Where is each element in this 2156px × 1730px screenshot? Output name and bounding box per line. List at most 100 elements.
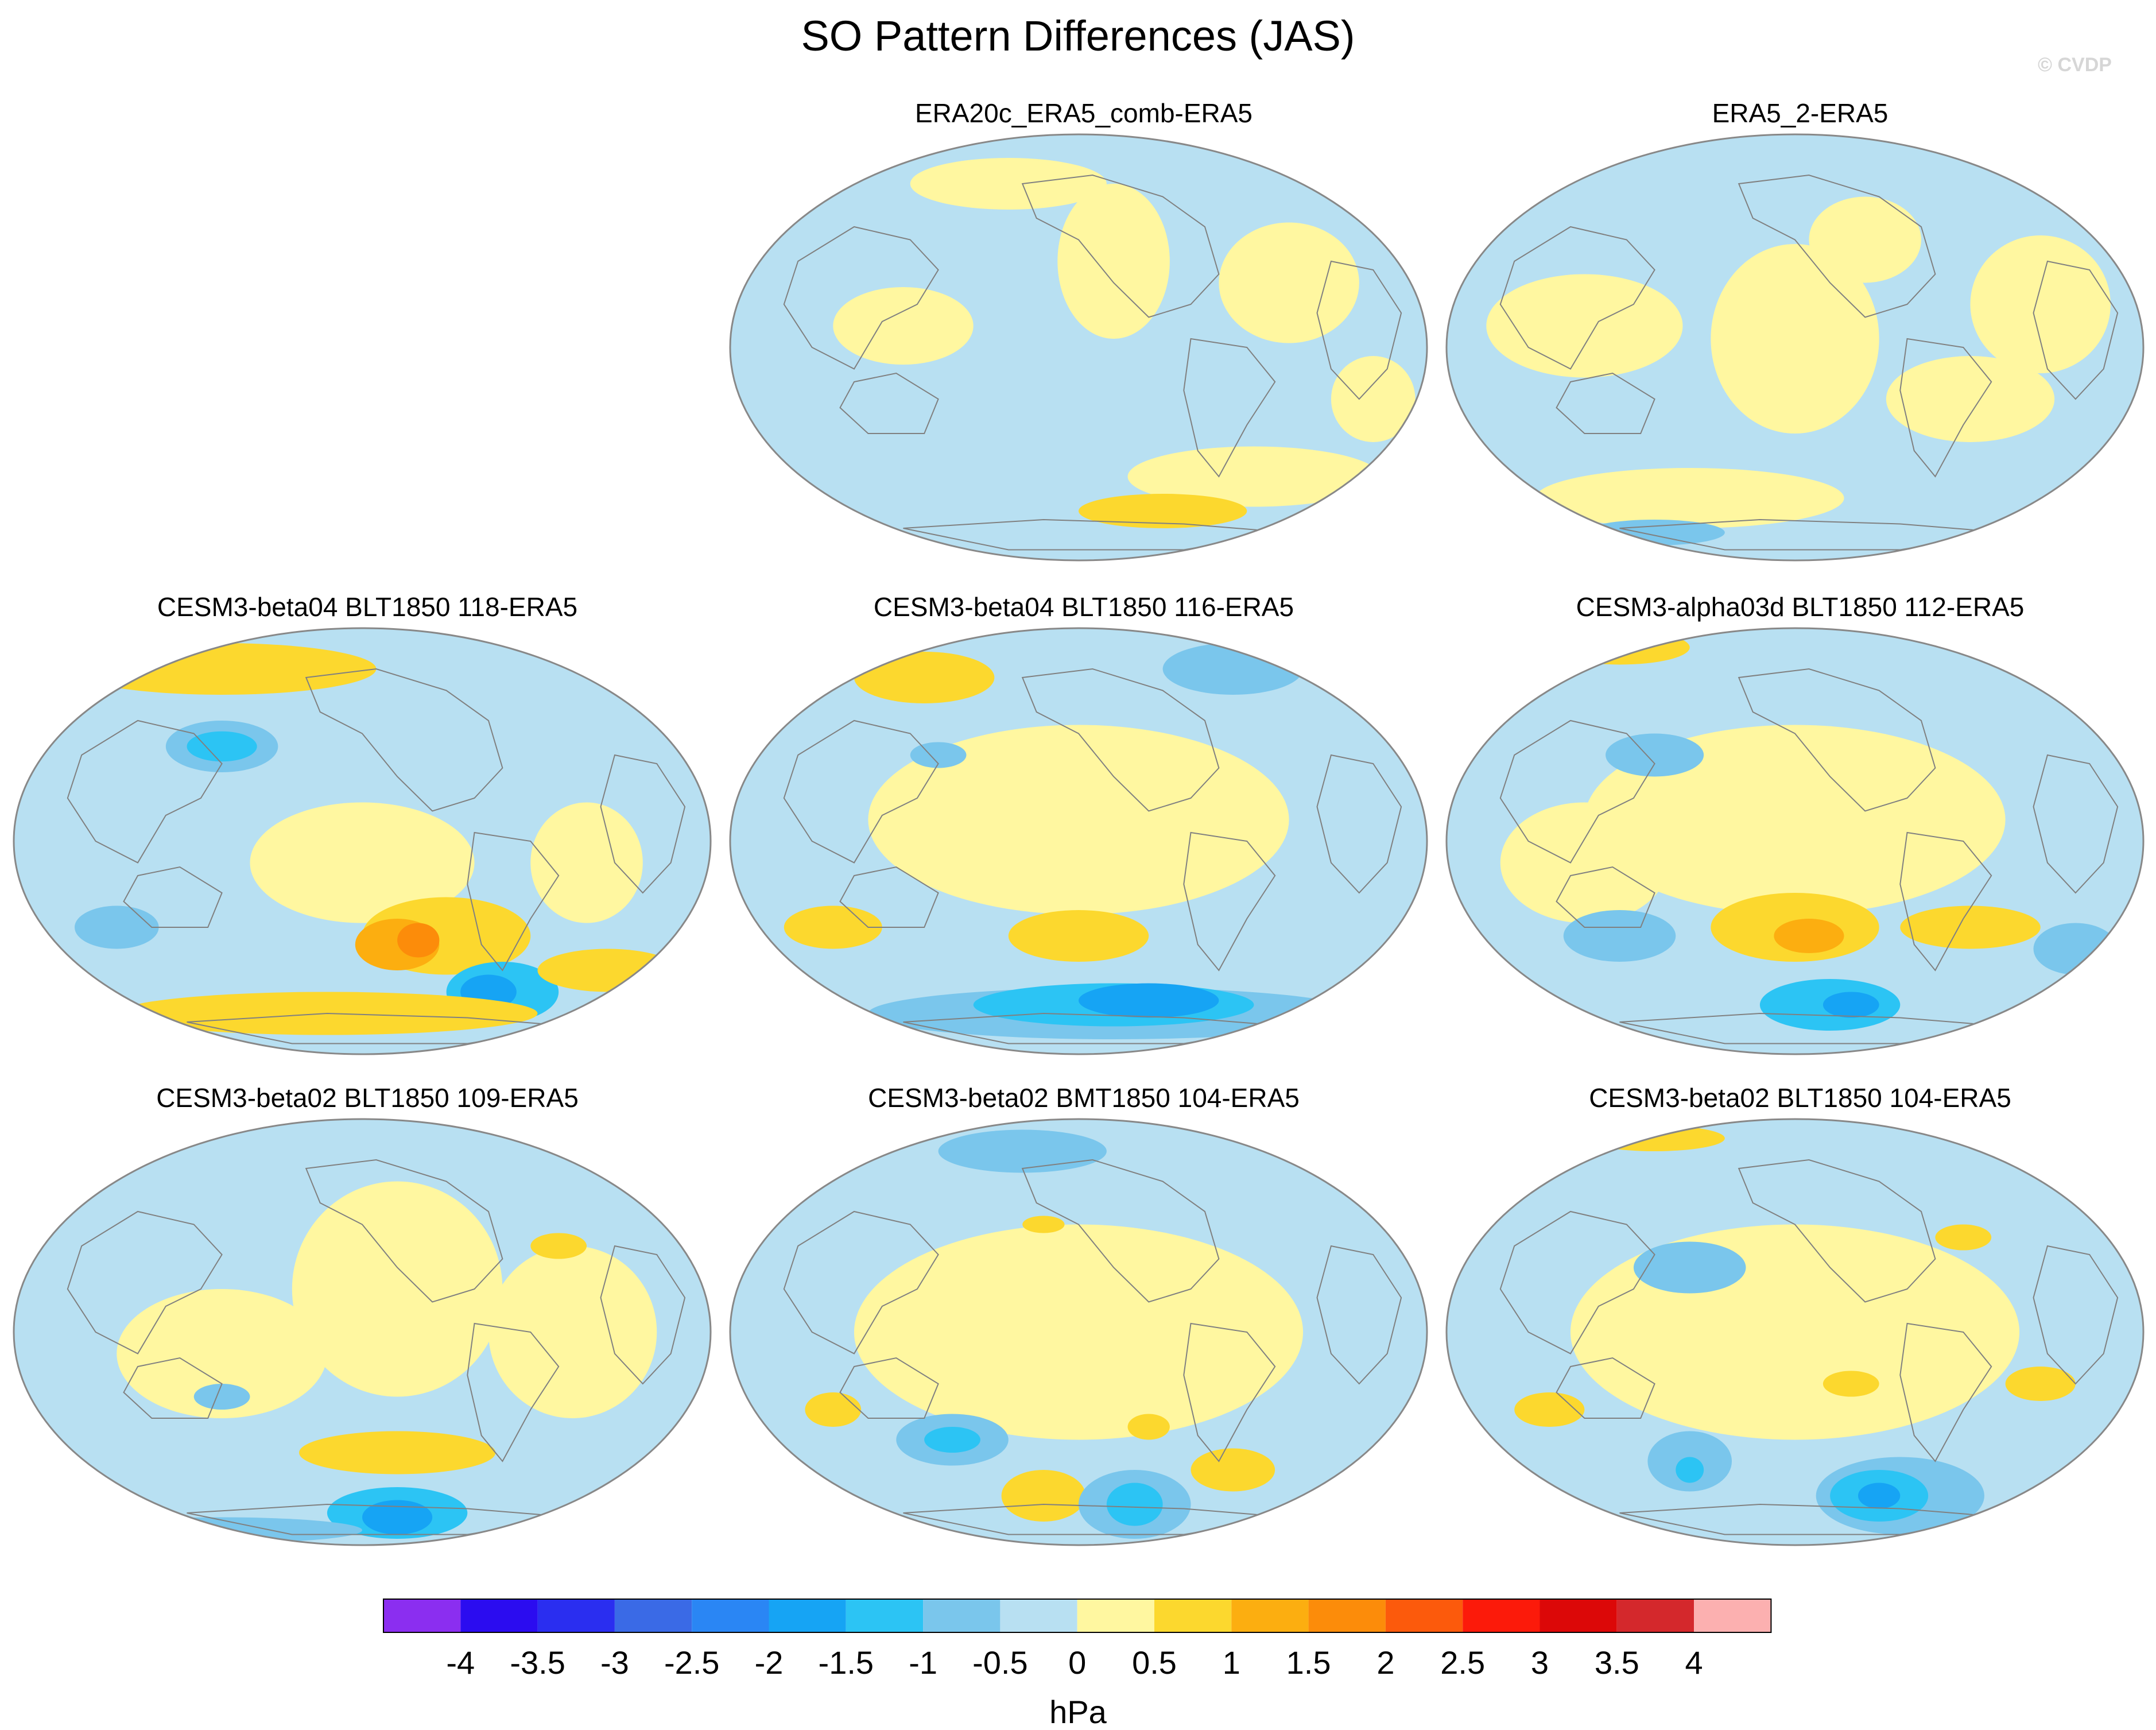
anomaly-region	[1008, 910, 1149, 962]
colorbar-tick-label: -3	[600, 1644, 629, 1681]
coastline	[600, 754, 686, 894]
anomaly-region	[1970, 235, 2111, 373]
anomaly-region	[1535, 468, 1844, 528]
anomaly-region	[1127, 1414, 1170, 1440]
map-svg	[13, 627, 712, 1055]
colorbar-tick-label: -4	[446, 1644, 475, 1681]
anomaly-region	[1711, 244, 1879, 434]
colorbar-svg: -4 -3.5 -3 -2.5 -2 -1.5 -1 -0.5 0 0.5 1 1.5 2 2.5 3 3.5…	[383, 1599, 1772, 1681]
map-panel: CESM3-beta04 BLT1850 116-ERA5	[728, 591, 1440, 1079]
colorbar-swatch	[1540, 1599, 1617, 1632]
colorbar-tick-label: 3	[1531, 1644, 1549, 1681]
anomaly-region	[1809, 196, 1921, 283]
colorbar-swatch	[1308, 1599, 1386, 1632]
coastline	[305, 668, 503, 812]
colorbar-tick-label: 3.5	[1595, 1644, 1639, 1681]
anomaly-region	[1191, 1448, 1275, 1492]
coastline	[2033, 260, 2119, 400]
colorbar-swatch	[1154, 1599, 1232, 1632]
colorbar-tick-label: -0.5	[972, 1644, 1028, 1681]
anomaly-region	[1079, 494, 1247, 528]
colorbar-swatch	[614, 1599, 692, 1632]
anomaly-region	[854, 652, 995, 703]
anomaly-region	[1563, 910, 1676, 962]
colorbar-swatch	[923, 1599, 1001, 1632]
anomaly-region	[833, 287, 974, 365]
coastline	[1183, 1322, 1276, 1462]
colorbar-tick-label: -2.5	[664, 1644, 720, 1681]
anomaly-region	[924, 1427, 980, 1453]
map-panel: ERA5_2-ERA5	[1444, 98, 2156, 586]
colorbar-swatch	[1616, 1599, 1694, 1632]
map-svg	[1445, 1118, 2145, 1546]
map-outline	[1445, 627, 2145, 1055]
colorbar-tick-label: 0.5	[1132, 1644, 1177, 1681]
coastline	[1556, 372, 1655, 434]
coastline	[1316, 1245, 1402, 1385]
anomaly-region	[1331, 356, 1416, 442]
colorbar-swatch	[460, 1599, 538, 1632]
colorbar-frame	[383, 1599, 1772, 1633]
map-panel: CESM3-beta02 BLT1850 109-ERA5	[11, 1082, 723, 1570]
coastline	[783, 719, 939, 864]
map-panel: CESM3-beta04 BLT1850 118-ERA5	[11, 591, 723, 1079]
map-svg	[729, 627, 1428, 1055]
coastline	[123, 866, 223, 928]
colorbar-swatch	[1385, 1599, 1463, 1632]
anomaly-region	[117, 1289, 327, 1418]
anomaly-region	[1774, 919, 1844, 953]
coastline	[2033, 1245, 2119, 1385]
anomaly-region	[488, 1246, 657, 1418]
map-field	[1447, 628, 2143, 1054]
colorbar-swatch	[1077, 1599, 1154, 1632]
map-panel: CESM3-beta02 BLT1850 104-ERA5	[1444, 1082, 2156, 1570]
anomaly-region	[1106, 1483, 1163, 1526]
map-panel: CESM3-beta02 BMT1850 104-ERA5	[728, 1082, 1440, 1570]
coastline	[1316, 754, 1402, 894]
map-field	[14, 1119, 711, 1545]
map-svg	[1445, 133, 2145, 562]
anomaly-region	[1486, 274, 1683, 378]
coastline	[67, 1210, 223, 1354]
coastline	[1738, 174, 1936, 318]
panel-title: CESM3-beta04 BLT1850 116-ERA5	[873, 592, 1294, 622]
anomaly-region	[1079, 983, 1219, 1018]
colorbar-swatch	[1000, 1599, 1077, 1632]
anomaly-region	[1584, 1125, 1725, 1151]
anomaly-region	[67, 643, 377, 695]
anomaly-region	[530, 802, 643, 923]
coastline	[1183, 831, 1276, 972]
anomaly-region	[362, 1500, 433, 1535]
panel-title: ERA20c_ERA5_comb-ERA5	[914, 98, 1253, 128]
colorbar-swatch	[1463, 1599, 1540, 1632]
figure-title: SO Pattern Differences (JAS)	[801, 12, 1355, 60]
coastline	[1316, 260, 1402, 400]
map-panel: ERA20c_ERA5_comb-ERA5	[728, 98, 1440, 586]
coastline	[1499, 226, 1655, 370]
anomaly-region	[1676, 1457, 1704, 1483]
coastline	[1556, 1357, 1655, 1419]
anomaly-region	[910, 158, 1107, 210]
coastline	[1183, 338, 1276, 478]
map-field	[1447, 1119, 2143, 1545]
colorbar-tick-label: -3.5	[510, 1644, 565, 1681]
coastline	[67, 719, 223, 864]
coastline	[600, 1245, 686, 1385]
map-outline	[1445, 133, 2145, 562]
coastline	[2033, 754, 2119, 894]
anomaly-region	[1549, 630, 1690, 665]
colorbar-swatch	[537, 1599, 615, 1632]
anomaly-region	[250, 802, 475, 923]
coastline	[1556, 866, 1655, 928]
anomaly-region	[1935, 1224, 1992, 1251]
anomaly-region	[1633, 1241, 1746, 1294]
coastline	[305, 1159, 503, 1303]
colorbar-tick-label: 4	[1685, 1644, 1703, 1681]
coastline	[839, 1357, 939, 1419]
colorbar-tick-label: -1.5	[819, 1644, 874, 1681]
map-outline	[729, 627, 1428, 1055]
map-svg	[1445, 627, 2145, 1055]
colorbar-tick-label: 1	[1223, 1644, 1240, 1681]
colorbar: -4 -3.5 -3 -2.5 -2 -1.5 -1 -0.5 0 0.5 1 1.5 2 2.5 3 3.5…	[0, 1590, 2156, 1725]
coastline	[467, 1322, 560, 1462]
